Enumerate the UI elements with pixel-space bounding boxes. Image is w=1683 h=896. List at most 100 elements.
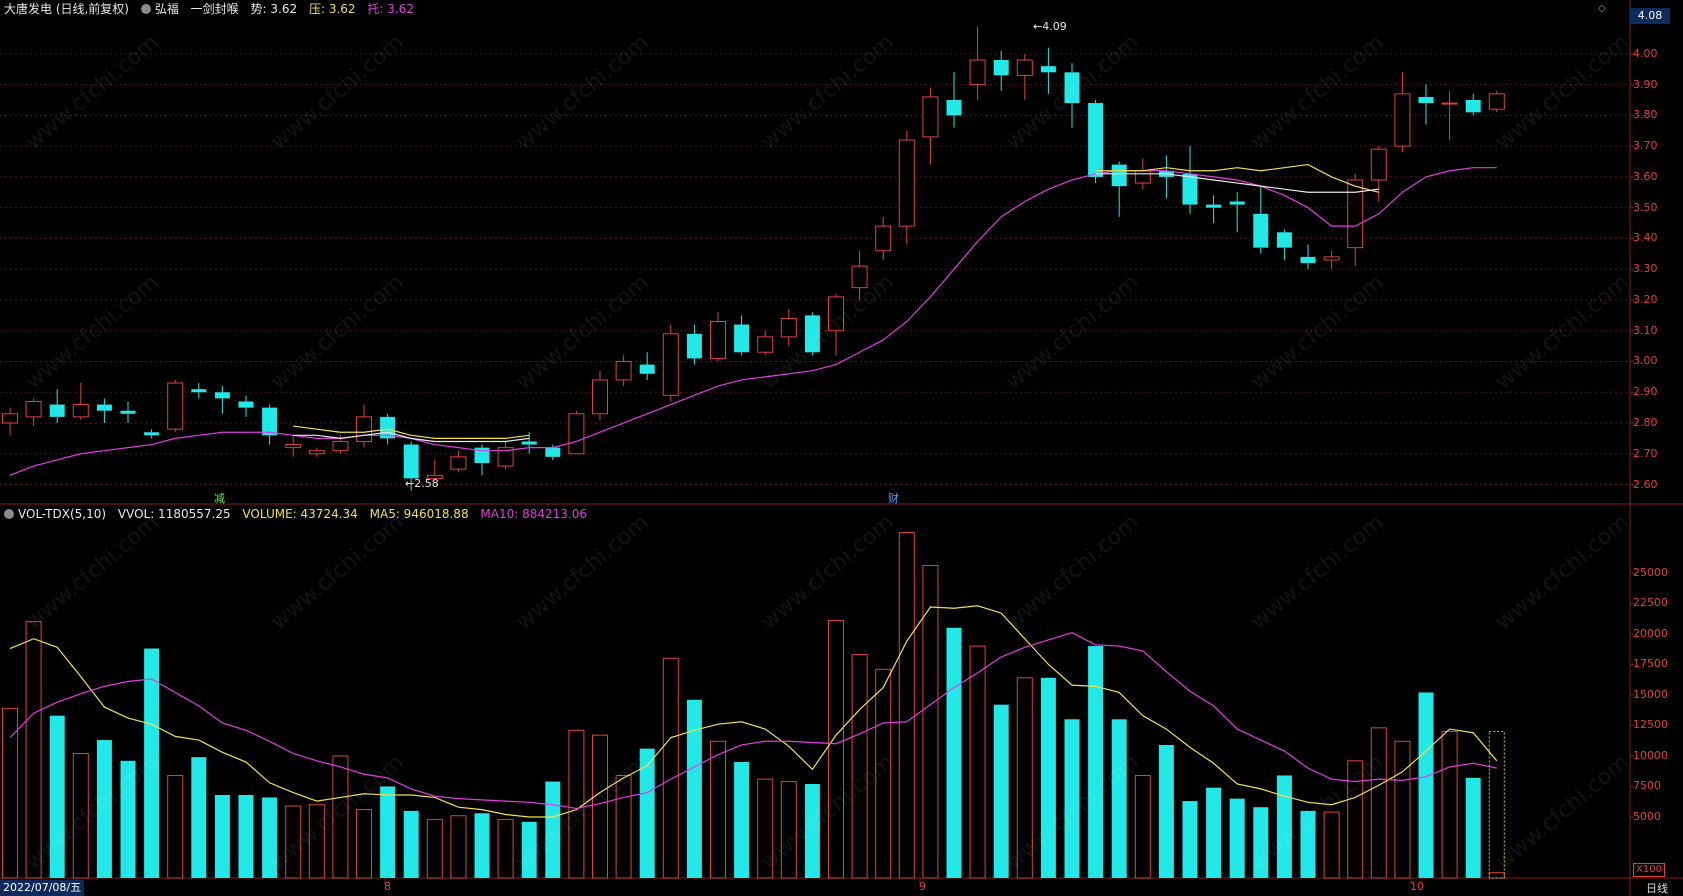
volume-bar bbox=[922, 565, 939, 879]
volume-y-label: 7500 bbox=[1633, 779, 1661, 793]
volume-y-label: 20000 bbox=[1633, 626, 1668, 640]
price-y-label: 3.80 bbox=[1633, 108, 1658, 122]
candle-body bbox=[1441, 102, 1458, 105]
volume-bar bbox=[898, 532, 915, 879]
volume-bar bbox=[686, 699, 702, 878]
volume-bar bbox=[72, 752, 89, 879]
candle-body bbox=[120, 410, 136, 414]
price-y-label: 2.70 bbox=[1633, 446, 1658, 460]
indicator-name[interactable]: 弘福 bbox=[154, 2, 179, 16]
candle-body bbox=[521, 441, 537, 445]
candle-body bbox=[214, 392, 230, 399]
volume-bar bbox=[1488, 872, 1505, 879]
month-label-10: 10 bbox=[1410, 880, 1424, 893]
candle-body bbox=[710, 320, 726, 359]
volume-bar bbox=[639, 748, 655, 878]
volume-bar bbox=[1418, 692, 1434, 878]
candle-body bbox=[474, 447, 490, 464]
diamond-icon[interactable]: ◇ bbox=[1598, 3, 1606, 14]
indicator-settings-icon[interactable] bbox=[140, 4, 151, 14]
month-label-8: 8 bbox=[384, 880, 391, 893]
volume-bar bbox=[1158, 744, 1174, 878]
candle-body bbox=[851, 265, 868, 289]
vol-ma5-value: MA5: 946018.88 bbox=[369, 507, 469, 521]
stock-title[interactable]: 大唐发电 (日线,前复权) bbox=[4, 2, 129, 16]
price-y-label: 2.80 bbox=[1633, 416, 1658, 429]
volume-bar bbox=[380, 786, 396, 878]
price-y-label: 3.00 bbox=[1633, 354, 1658, 368]
candle-body bbox=[1394, 93, 1411, 147]
volume-bar bbox=[238, 794, 254, 878]
candle-body bbox=[1276, 232, 1292, 248]
price-y-label: 3.30 bbox=[1633, 262, 1658, 276]
event-tag-finance[interactable]: 财 bbox=[888, 492, 899, 505]
volume-bar bbox=[1016, 677, 1033, 879]
candle-body bbox=[1418, 96, 1434, 104]
volume-bar bbox=[96, 740, 112, 878]
volume-bar bbox=[191, 757, 207, 878]
volume-bar bbox=[285, 805, 302, 879]
volume-bar bbox=[875, 668, 892, 879]
volume-bar bbox=[804, 784, 820, 878]
candle-body bbox=[757, 336, 774, 353]
candle-body bbox=[946, 99, 962, 116]
high-price-marker: ←4.09 bbox=[1033, 20, 1067, 33]
price-y-label: 3.50 bbox=[1633, 200, 1658, 214]
arrow-left-icon: ← bbox=[1033, 20, 1043, 33]
volume-y-label: 17500 bbox=[1633, 657, 1668, 671]
candle-body bbox=[662, 333, 679, 396]
volume-indicator-name[interactable]: VOL-TDX(5,10) bbox=[18, 507, 107, 521]
candle-body bbox=[734, 324, 750, 353]
volume-bar bbox=[780, 781, 797, 879]
volume-bar bbox=[1229, 798, 1245, 878]
event-tag-reduce[interactable]: 减 bbox=[214, 492, 225, 505]
volume-bar bbox=[1134, 774, 1151, 879]
price-y-label: 3.60 bbox=[1633, 169, 1658, 183]
candle-body bbox=[49, 404, 65, 417]
candle-body bbox=[191, 389, 207, 393]
signal-name: 一剑封喉 bbox=[190, 2, 239, 16]
volume-bar bbox=[356, 809, 372, 879]
candle-body bbox=[1088, 103, 1104, 177]
volume-ma5-line bbox=[9, 605, 1498, 818]
volume-bar bbox=[969, 645, 986, 879]
volume-bar bbox=[993, 704, 1009, 878]
volume-ma10-line bbox=[9, 631, 1497, 810]
volume-bar bbox=[1182, 801, 1198, 878]
volume-bar bbox=[1206, 787, 1222, 878]
volume-bar bbox=[615, 774, 632, 879]
candle-body bbox=[1347, 179, 1364, 249]
volume-bar bbox=[403, 810, 419, 878]
volume-bar bbox=[1323, 811, 1340, 879]
volume-settings-icon[interactable] bbox=[4, 509, 14, 519]
vol-ma10-value: MA10: 884213.06 bbox=[480, 507, 587, 521]
volume-bar bbox=[214, 794, 230, 878]
candle-body bbox=[780, 317, 797, 338]
candle-body bbox=[639, 364, 655, 374]
candle-body bbox=[1182, 173, 1198, 205]
volume-bar bbox=[49, 715, 65, 878]
candle-body bbox=[1253, 213, 1269, 248]
price-y-label: 3.40 bbox=[1633, 231, 1658, 245]
candle-body bbox=[1229, 201, 1245, 205]
volume-y-label: 5000 bbox=[1633, 809, 1661, 823]
period-selector[interactable]: 日线 bbox=[1646, 882, 1668, 895]
price-ma-fast-line bbox=[1095, 163, 1379, 193]
volume-bar bbox=[1276, 775, 1292, 878]
candle-body bbox=[545, 447, 561, 457]
candle-body bbox=[332, 440, 349, 452]
volume-bar bbox=[828, 619, 844, 879]
volume-bar bbox=[851, 654, 868, 879]
volume-bar bbox=[1441, 731, 1458, 879]
volume-bar bbox=[592, 734, 608, 879]
arrow-left-icon: ← bbox=[405, 477, 415, 490]
volume-projection bbox=[1488, 731, 1505, 879]
volume-bar bbox=[1111, 719, 1127, 878]
candle-body bbox=[828, 296, 844, 332]
volume-panel-header: VOL-TDX(5,10) VVOL: 1180557.25 VOLUME: 4… bbox=[4, 506, 587, 522]
volume-bar bbox=[1300, 810, 1316, 878]
cursor-date: 2022/07/08/五 bbox=[0, 880, 85, 896]
candle-body bbox=[993, 59, 1009, 76]
support-value: 3.62 bbox=[387, 2, 414, 16]
